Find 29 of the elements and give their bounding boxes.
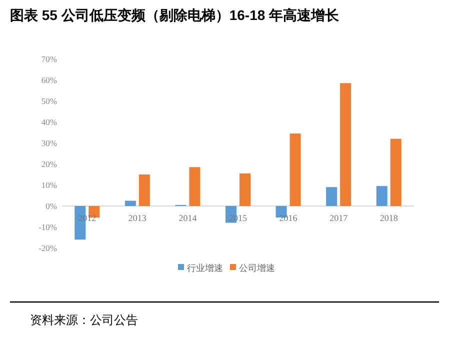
- y-tick-label: 0%: [46, 201, 57, 211]
- legend-label: 公司增速: [239, 263, 275, 273]
- bar: [326, 187, 338, 206]
- bar: [138, 174, 150, 206]
- bar: [376, 186, 388, 206]
- y-tick-label: 30%: [41, 138, 57, 148]
- bar: [240, 173, 250, 206]
- x-tick-label: 2018: [380, 213, 398, 223]
- bar: [189, 167, 200, 206]
- x-tick-label: 2017: [330, 213, 348, 223]
- bar: [124, 200, 136, 206]
- chart-title: 图表 55 公司低压变频（剔除电梯）16-18 年高速增长: [10, 7, 340, 23]
- y-tick-label: -20%: [38, 243, 57, 253]
- y-tick-label: 40%: [41, 117, 57, 127]
- y-tick-label: 10%: [41, 180, 57, 190]
- bar: [290, 134, 301, 206]
- bar: [390, 138, 402, 206]
- y-tick-label: 50%: [41, 96, 57, 106]
- text: 资料来源：公司公告: [30, 313, 138, 327]
- y-tick-label: 20%: [41, 159, 57, 169]
- bar: [340, 83, 352, 206]
- y-tick-label: 60%: [41, 75, 57, 85]
- x-tick-label: 2016: [279, 213, 298, 223]
- x-tick-label: 2012: [78, 213, 96, 223]
- y-tick-label: -10%: [38, 222, 57, 232]
- x-tick-label: 2014: [178, 213, 198, 223]
- x-tick-label: 2013: [128, 213, 147, 223]
- y-tick-label: 70%: [41, 54, 57, 64]
- legend-label: 行业增速: [187, 263, 223, 273]
